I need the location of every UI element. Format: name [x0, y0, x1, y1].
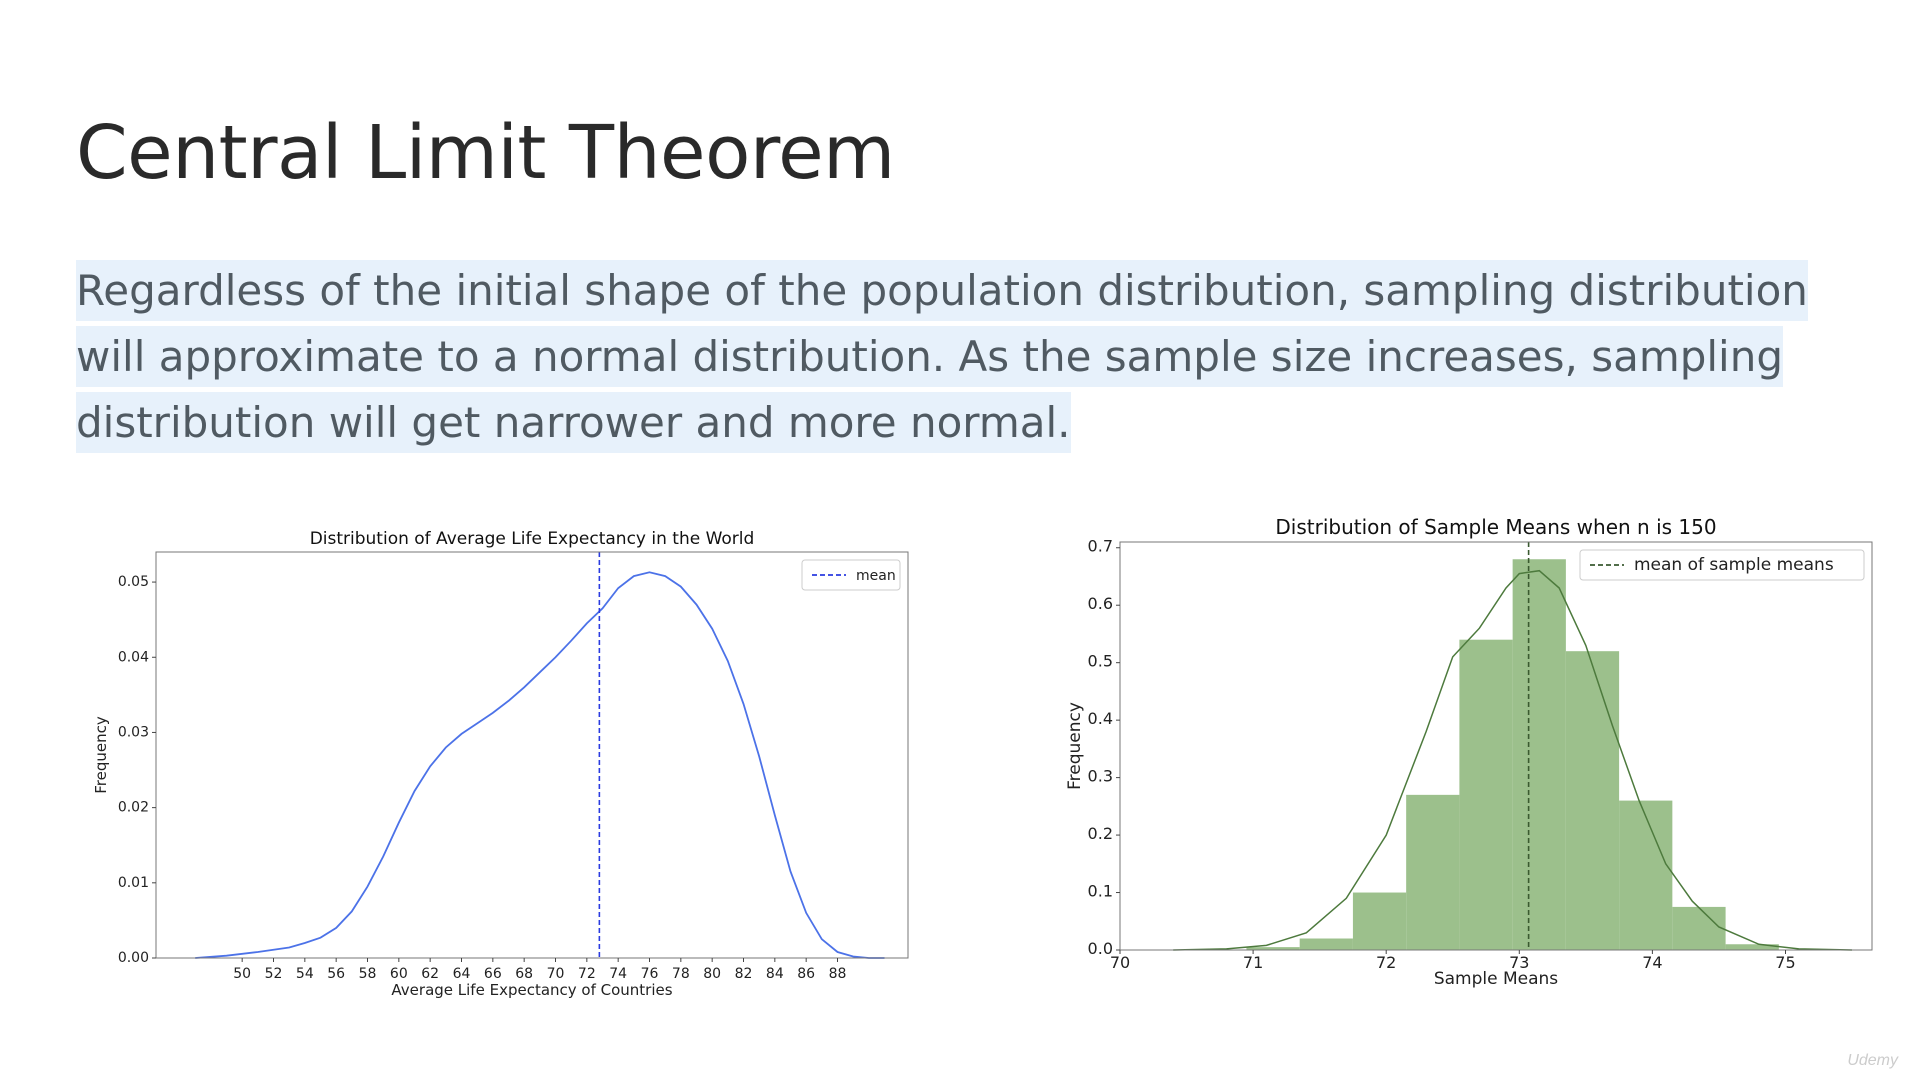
sample-means-histogram-chart: Distribution of Sample Means when n is 1… — [1065, 515, 1873, 989]
life-expectancy-kde-chart: Distribution of Average Life Expectancy … — [92, 529, 909, 999]
y-tick-label: 0.01 — [118, 875, 149, 891]
x-tick-label: 66 — [484, 966, 502, 982]
x-tick-label: 54 — [296, 966, 314, 982]
x-tick-label: 62 — [421, 966, 439, 982]
theorem-statement: Regardless of the initial shape of the p… — [76, 258, 1836, 456]
histogram-bar-6 — [1565, 651, 1620, 950]
legend-box — [801, 559, 901, 591]
histogram-bar-3 — [1406, 794, 1460, 950]
y-tick-label: 0.05 — [118, 574, 149, 590]
legend-box — [1579, 549, 1865, 581]
x-tick-label: 71 — [1243, 953, 1263, 972]
x-tick-label: 88 — [829, 966, 847, 982]
y-tick-label: 0.2 — [1088, 824, 1113, 843]
statement-line-1: Regardless of the initial shape of the p… — [76, 260, 1808, 321]
plot-frame — [155, 551, 909, 959]
x-tick-label: 76 — [641, 966, 659, 982]
x-tick-label: 52 — [265, 966, 283, 982]
x-tick-label: 70 — [547, 966, 565, 982]
x-tick-label: 56 — [327, 966, 345, 982]
x-tick-label: 78 — [672, 966, 690, 982]
y-tick-label: 0.02 — [118, 800, 149, 816]
x-tick-label: 80 — [703, 966, 721, 982]
x-tick-label: 74 — [1642, 953, 1662, 972]
y-tick-label: 0.00 — [118, 950, 149, 966]
plot-frame — [1119, 541, 1873, 951]
chart-title: Distribution of Sample Means when n is 1… — [1275, 515, 1716, 539]
x-tick-label: 72 — [578, 966, 596, 982]
histogram-bar-2 — [1352, 892, 1407, 950]
chart-title: Distribution of Average Life Expectancy … — [310, 529, 755, 549]
histogram-bar-4 — [1459, 639, 1513, 950]
x-tick-label: 50 — [233, 966, 251, 982]
y-tick-label: 0.7 — [1088, 537, 1113, 556]
histogram-bar-1 — [1299, 938, 1353, 950]
x-tick-label: 70 — [1110, 953, 1130, 972]
y-axis-label: Frequency — [92, 716, 110, 794]
udemy-watermark: Udemy — [1847, 1052, 1898, 1069]
y-tick-label: 0.04 — [118, 649, 149, 665]
x-tick-label: 58 — [359, 966, 377, 982]
x-tick-label: 75 — [1775, 953, 1795, 972]
histogram-bar-9 — [1725, 944, 1779, 950]
x-tick-label: 84 — [766, 966, 784, 982]
x-tick-label: 72 — [1376, 953, 1396, 972]
x-tick-label: 60 — [390, 966, 408, 982]
statement-line-2: will approximate to a normal distributio… — [76, 326, 1784, 387]
histogram-bar-7 — [1619, 800, 1673, 950]
y-tick-label: 0.5 — [1088, 652, 1113, 671]
histogram-bar-0 — [1246, 947, 1300, 950]
y-tick-label: 0.4 — [1088, 709, 1113, 728]
statement-line-3: distribution will get narrower and more … — [76, 392, 1071, 453]
x-tick-label: 73 — [1509, 953, 1529, 972]
x-axis-label: Average Life Expectancy of Countries — [391, 981, 672, 999]
y-tick-label: 0.1 — [1088, 882, 1113, 901]
x-axis-label: Sample Means — [1434, 969, 1558, 989]
x-tick-label: 82 — [735, 966, 753, 982]
y-axis-label: Frequency — [1065, 702, 1085, 790]
legend-label: mean of sample means — [1634, 555, 1834, 575]
x-tick-label: 68 — [515, 966, 533, 982]
x-tick-label: 74 — [609, 966, 627, 982]
histogram-bar-8 — [1672, 906, 1726, 950]
x-tick-label: 86 — [797, 966, 815, 982]
y-tick-label: 0.6 — [1088, 594, 1113, 613]
histogram-bar-5 — [1512, 559, 1566, 950]
x-tick-label: 64 — [453, 966, 471, 982]
kde-curve — [1173, 569, 1853, 951]
y-tick-label: 0.0 — [1088, 939, 1113, 958]
kde-curve — [195, 571, 885, 959]
legend-label: mean — [856, 568, 896, 584]
y-tick-label: 0.03 — [118, 724, 149, 740]
slide-title: Central Limit Theorem — [76, 110, 895, 196]
y-tick-label: 0.3 — [1088, 767, 1113, 786]
